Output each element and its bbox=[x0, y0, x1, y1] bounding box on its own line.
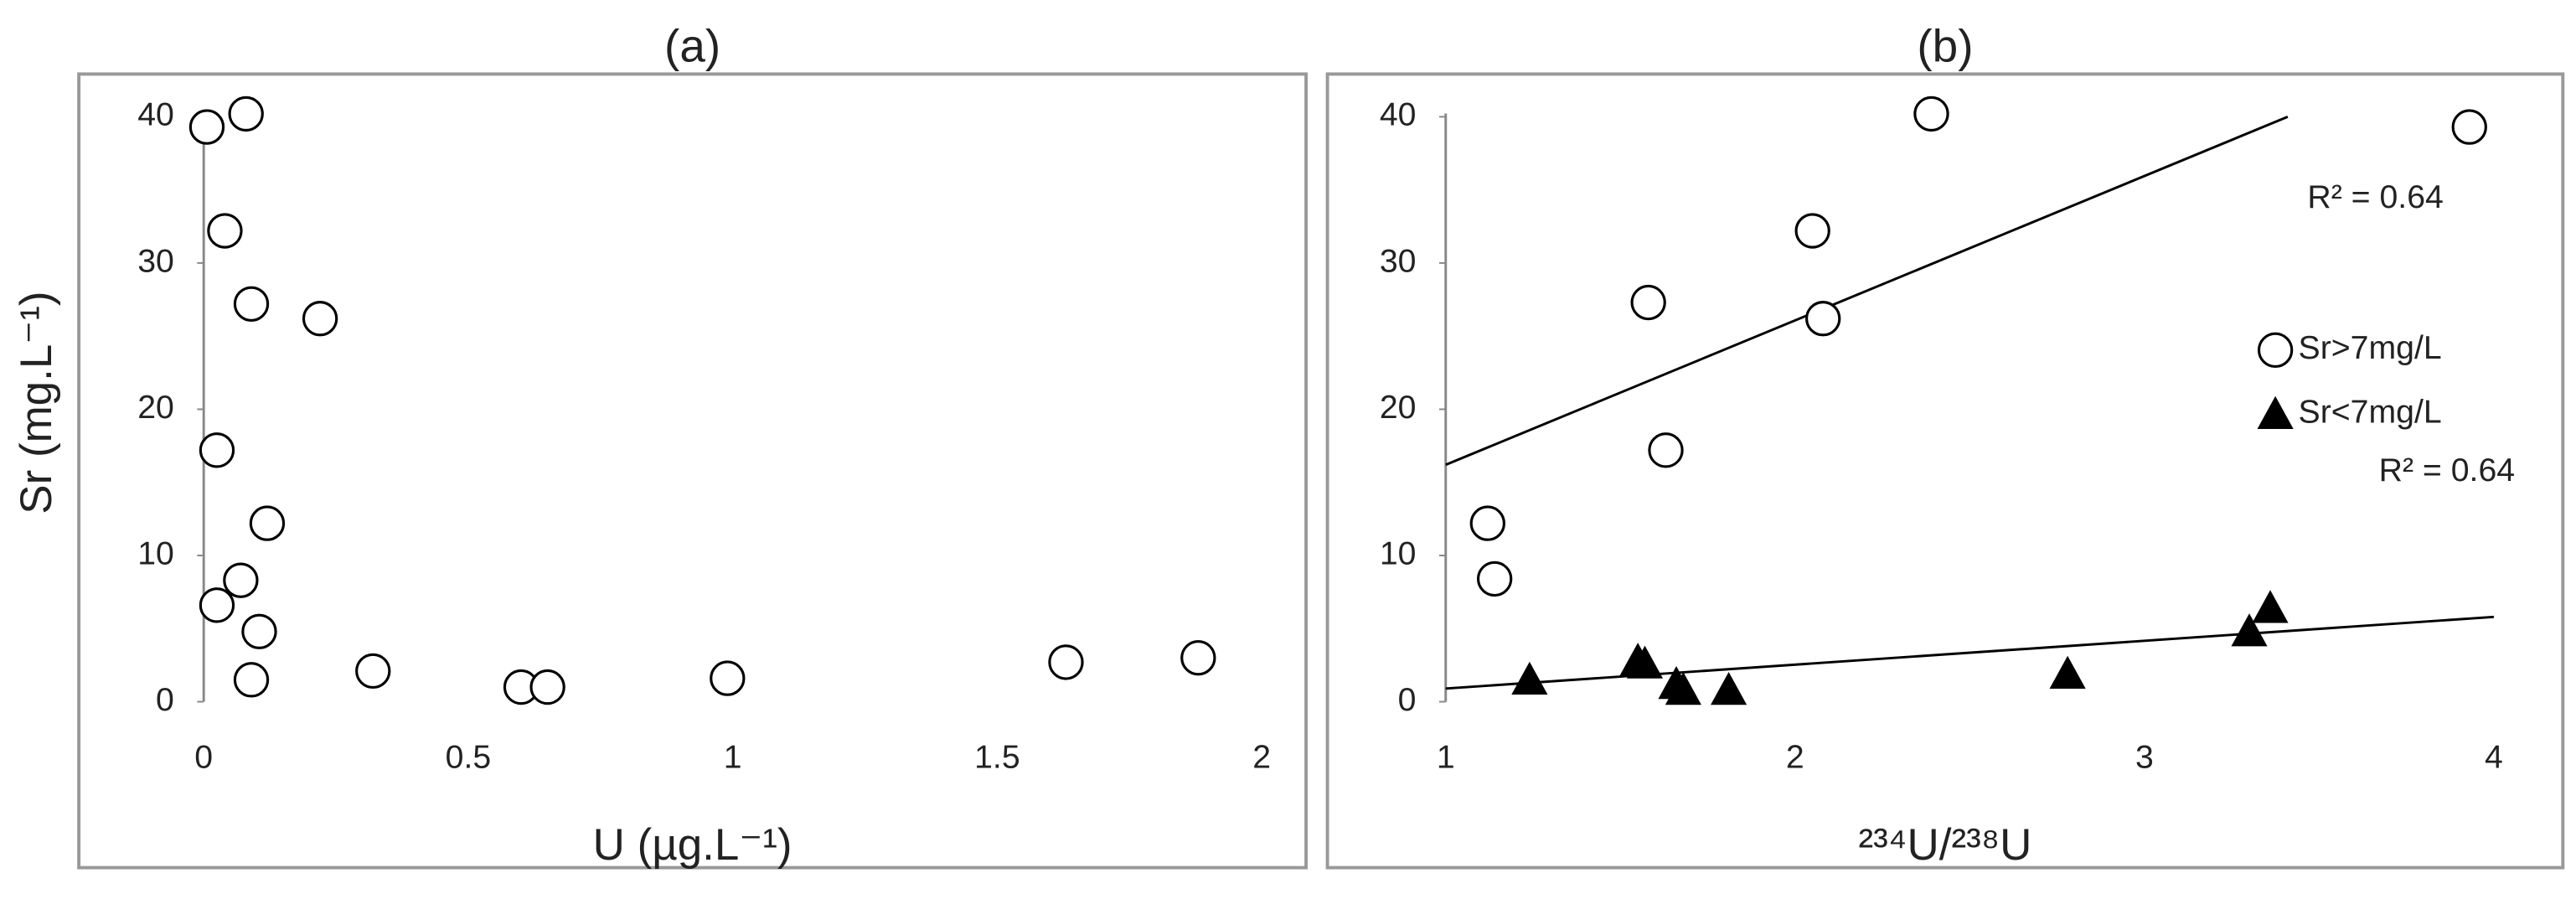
point bbox=[710, 660, 746, 696]
y-tick-label: 0 bbox=[156, 681, 174, 718]
point bbox=[1630, 284, 1666, 321]
point bbox=[1469, 505, 1505, 541]
panel-frame bbox=[1325, 72, 2565, 870]
y-tick-label: 10 bbox=[137, 535, 174, 571]
point bbox=[302, 301, 338, 337]
x-tick-label: 0 bbox=[194, 739, 213, 776]
y-tick-label: 10 bbox=[1380, 535, 1417, 571]
y-tick-label: 30 bbox=[137, 242, 174, 279]
point bbox=[228, 96, 264, 132]
y-tick-label: 30 bbox=[1380, 242, 1417, 279]
legend-marker bbox=[2257, 332, 2294, 369]
point bbox=[233, 662, 270, 698]
x-tick-label: 2 bbox=[1786, 739, 1804, 776]
point bbox=[1794, 213, 1830, 249]
y-tick-label: 40 bbox=[1380, 96, 1417, 133]
point bbox=[241, 613, 277, 649]
r-squared: R² = 0.64 bbox=[2379, 452, 2515, 488]
x-tick-label: 3 bbox=[2135, 739, 2154, 776]
y-axis-title: Sr (mg.L⁻¹) bbox=[12, 292, 61, 514]
point bbox=[1913, 96, 1949, 132]
point bbox=[355, 653, 391, 690]
panel-title: (b) bbox=[1917, 19, 1973, 71]
point bbox=[1511, 661, 1548, 695]
point bbox=[1626, 645, 1664, 679]
point bbox=[1805, 301, 1841, 337]
point bbox=[1476, 561, 1513, 597]
y-tick-label: 0 bbox=[1398, 681, 1417, 718]
point bbox=[223, 562, 259, 598]
x-tick-label: 1 bbox=[1437, 739, 1455, 776]
r-squared: R² = 0.64 bbox=[2307, 178, 2443, 215]
point bbox=[207, 213, 243, 249]
panel-title: (a) bbox=[664, 19, 720, 71]
point bbox=[1180, 639, 1216, 676]
point bbox=[199, 432, 235, 468]
x-tick-label: 4 bbox=[2485, 739, 2503, 776]
legend-text: Sr<7mg/L bbox=[2299, 394, 2442, 431]
point bbox=[2049, 655, 2086, 690]
trendline bbox=[1445, 116, 2289, 467]
x-tick-label: 2 bbox=[1252, 739, 1271, 776]
x-tick-label: 0.5 bbox=[446, 739, 492, 776]
legend-text: Sr>7mg/L bbox=[2299, 329, 2442, 366]
point bbox=[529, 669, 565, 705]
x-tick-label: 1.5 bbox=[974, 739, 1020, 776]
point bbox=[2451, 109, 2487, 145]
point bbox=[1048, 644, 1084, 680]
y-tick-label: 40 bbox=[137, 96, 174, 133]
point bbox=[188, 109, 225, 145]
point bbox=[199, 587, 235, 623]
trendline bbox=[1445, 615, 2495, 690]
point bbox=[2252, 590, 2289, 623]
x-axis-title: ²³⁴U/²³⁸U bbox=[1859, 820, 2032, 870]
panel-frame bbox=[77, 72, 1309, 870]
point bbox=[249, 505, 286, 541]
y-tick-label: 20 bbox=[1380, 389, 1417, 426]
point bbox=[1711, 671, 1747, 705]
point bbox=[1665, 671, 1701, 705]
point bbox=[233, 286, 270, 322]
legend-marker bbox=[2257, 395, 2294, 429]
x-tick-label: 1 bbox=[724, 739, 742, 776]
y-tick-label: 20 bbox=[137, 389, 174, 426]
point bbox=[1648, 432, 1684, 468]
point bbox=[2231, 613, 2268, 647]
x-axis-title: U (µg.L⁻¹) bbox=[593, 820, 792, 870]
